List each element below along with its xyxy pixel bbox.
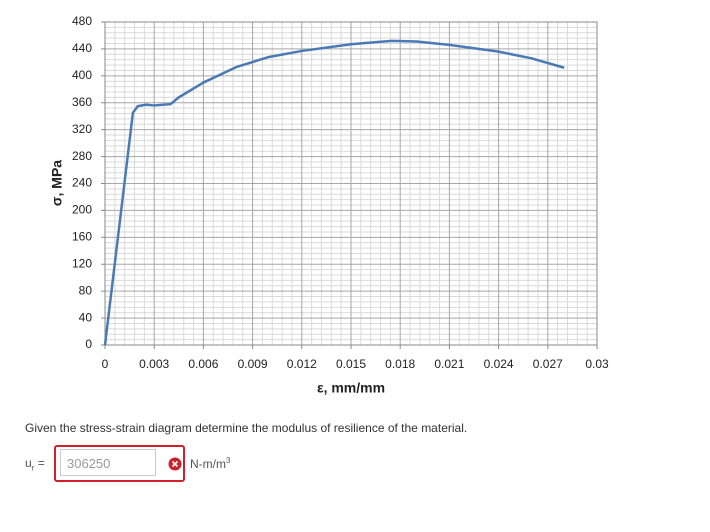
y-tick-label: 440 <box>72 41 92 55</box>
answer-frame: 306250 <box>54 445 185 482</box>
y-tick-label: 320 <box>72 122 92 136</box>
y-tick-label: 240 <box>72 176 92 190</box>
y-axis-title: σ, MPa <box>49 160 65 206</box>
y-tick-label: 280 <box>72 149 92 163</box>
x-tick-label: 0.015 <box>336 357 366 371</box>
x-tick-label: 0.03 <box>585 357 609 371</box>
x-tick-label: 0.024 <box>484 357 514 371</box>
error-icon <box>168 457 182 471</box>
x-tick-label: 0.012 <box>287 357 317 371</box>
question-text: Given the stress-strain diagram determin… <box>25 421 468 435</box>
label-u: u <box>25 456 32 470</box>
unit: N-m/m3 <box>190 456 230 471</box>
x-tick-label: 0.018 <box>385 357 415 371</box>
x-tick-label: 0.027 <box>533 357 563 371</box>
equals: = <box>37 456 45 470</box>
y-tick-label: 0 <box>85 337 92 351</box>
y-tick-label: 200 <box>72 203 92 217</box>
y-tick-label: 80 <box>79 283 93 297</box>
label-sub: r <box>31 463 35 473</box>
unit-sup: 3 <box>226 456 231 465</box>
answer-input[interactable]: 306250 <box>60 449 156 476</box>
y-tick-label: 160 <box>72 230 92 244</box>
y-tick-label: 40 <box>79 310 93 324</box>
x-tick-label: 0.021 <box>434 357 464 371</box>
y-tick-label: 480 <box>72 14 92 28</box>
chart: σ, MPa ε, mm/mm 0 0.003 0.006 0.009 0.012 0.0… <box>49 14 609 396</box>
data-line <box>103 39 565 346</box>
plot-frame <box>104 21 598 346</box>
x-tick-label: 0.006 <box>188 357 218 371</box>
y-tick-label: 360 <box>72 95 92 109</box>
x-axis-title: ε, mm/mm <box>317 380 385 396</box>
y-tick-label: 400 <box>72 68 92 82</box>
x-tick-label: 0.009 <box>238 357 268 371</box>
unit-text: N-m/m <box>190 457 226 471</box>
x-tick-label: 0 <box>102 357 109 371</box>
x-tick-label: 0.003 <box>139 357 169 371</box>
answer-label: ur = <box>25 456 45 472</box>
y-tick-label: 120 <box>72 256 92 270</box>
